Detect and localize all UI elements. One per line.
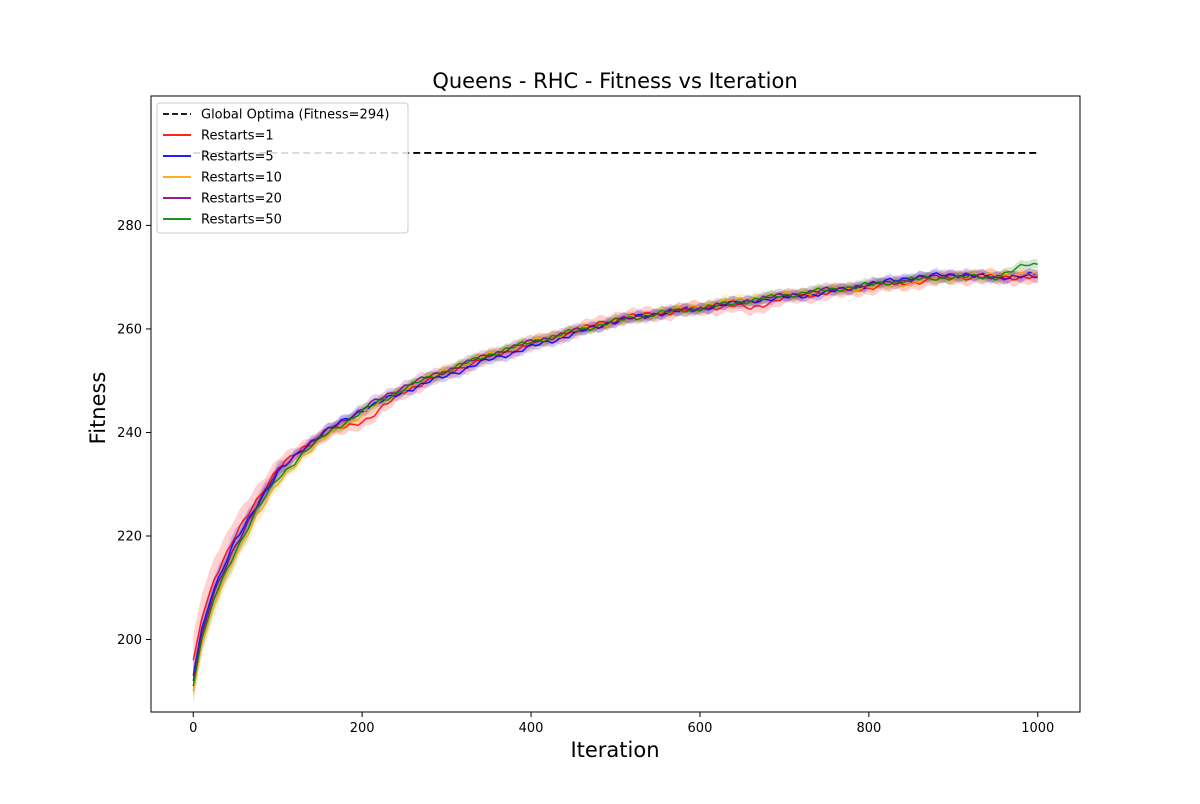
axes: 0 200 400 600 800 1000 200 220 240 260 280: [117, 95, 1081, 736]
x-tick-label: 400: [519, 721, 544, 736]
band-restarts-5: [193, 267, 1038, 690]
band-restarts-20: [193, 267, 1038, 696]
plot-frame: [150, 95, 1081, 713]
legend-label: Global Optima (Fitness=294): [201, 108, 389, 123]
y-tick-label: 260: [117, 322, 142, 337]
series-lines: [192, 152, 1039, 692]
legend-label: Restarts=20: [201, 192, 282, 207]
series-line-restarts-5: [192, 271, 1038, 676]
series-line-restarts-10: [192, 271, 1039, 692]
y-tick-label: 220: [117, 530, 142, 545]
x-tick-label: 600: [688, 721, 713, 736]
y-tick-label: 200: [117, 633, 142, 648]
x-tick-label: 1000: [1021, 721, 1054, 736]
y-tick-label: 280: [117, 219, 142, 234]
legend: Global Optima (Fitness=294) Restarts=1 Res…: [156, 102, 409, 234]
y-tick-label: 240: [117, 426, 142, 441]
x-axis-label: Iteration: [570, 738, 659, 762]
y-axis-label: Fitness: [86, 372, 110, 445]
series-line-restarts-20: [192, 272, 1038, 682]
x-tick-label: 800: [856, 721, 881, 736]
legend-box: [156, 102, 409, 234]
legend-label: Restarts=1: [201, 129, 274, 144]
confidence-bands: [193, 258, 1038, 706]
x-tick-label: 0: [189, 721, 197, 736]
band-restarts-10: [193, 267, 1038, 706]
band-restarts-1: [193, 267, 1038, 686]
x-tick-label: 200: [350, 721, 375, 736]
chart-title: Queens - RHC - Fitness vs Iteration: [432, 69, 797, 93]
series-line-restarts-1: [192, 273, 1038, 661]
series-line-restarts-50: [192, 262, 1038, 687]
legend-label: Restarts=50: [201, 213, 282, 228]
legend-label: Restarts=10: [201, 171, 282, 186]
legend-label: Restarts=5: [201, 150, 274, 165]
